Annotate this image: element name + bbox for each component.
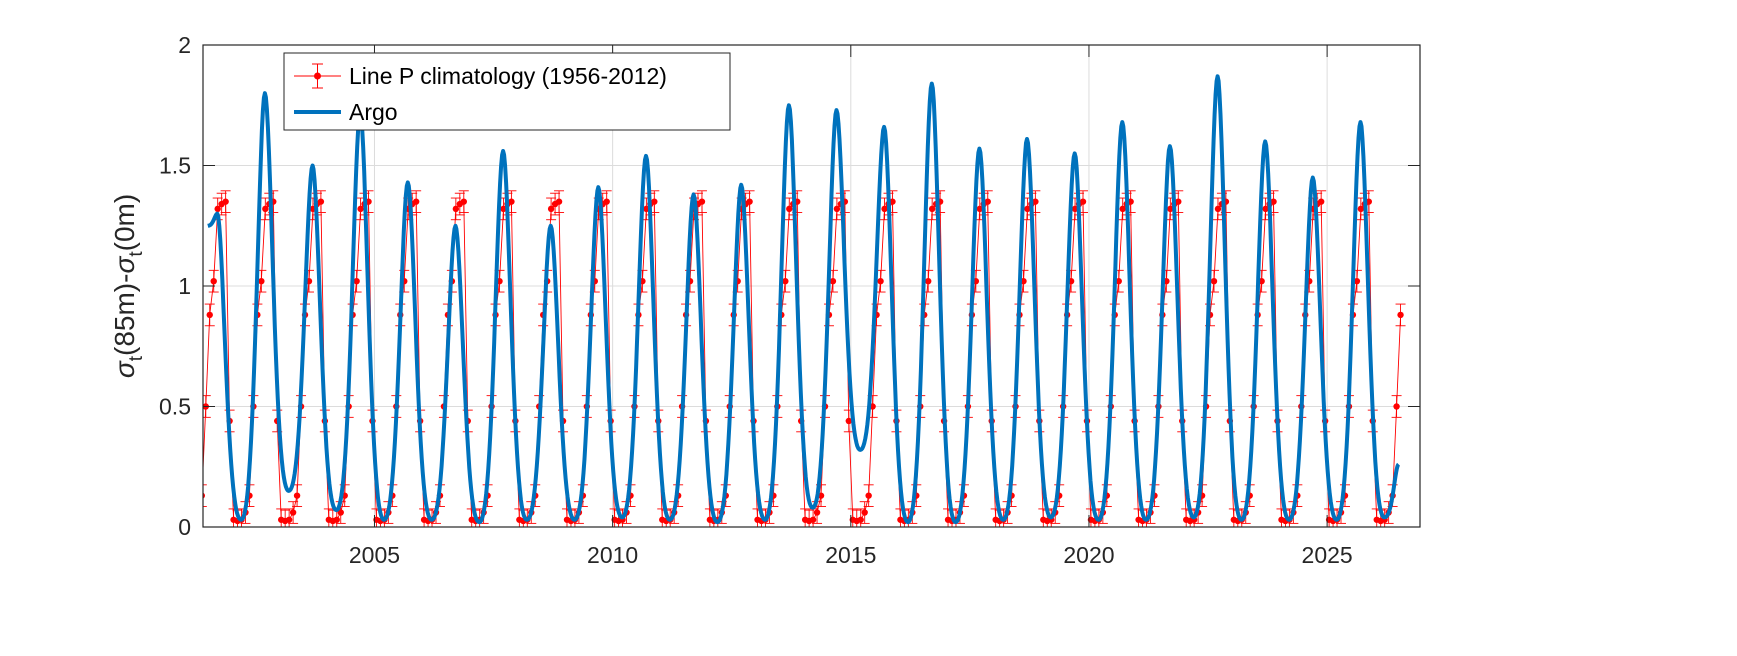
climatology-point [1175,198,1182,205]
legend: Line P climatology (1956-2012) Argo [283,52,731,131]
y-tick-label: 2 [178,32,191,58]
climatology-point [603,198,610,205]
climatology-point [210,277,217,285]
climatology-point [1270,198,1277,205]
climatology-point [214,205,221,213]
climatology-point [547,205,555,213]
climatology-point [829,277,837,285]
climatology-point [984,198,991,205]
climatology-point [786,205,793,213]
legend-box [283,52,731,131]
y-axis-label: σt(85m)-σt(0m) [109,194,147,378]
y-tick-labels: 0 0.5 1 1.5 2 [159,32,191,540]
climatology-point [206,311,213,319]
legend-label-line-p: Line P climatology (1956-2012) [349,63,667,89]
climatology-point [337,509,344,516]
climatology-point [881,205,888,213]
climatology-point [353,277,360,285]
climatology-point [976,205,984,213]
y-tick-label: 1.5 [159,153,191,179]
climatology-point [262,205,269,213]
climatology-point [698,198,706,205]
climatology-point [289,509,297,516]
climatology-point [746,198,753,205]
series-argo [206,74,1401,525]
climatology-point [857,516,864,523]
climatology-point [333,516,340,523]
climatology-point [924,277,932,285]
climatology-point [412,198,420,205]
climatology-point [500,205,507,213]
climatology-point [452,205,460,213]
climatology-point [809,516,817,523]
climatology-point [222,198,229,205]
climatology-point [651,198,658,205]
y-tick-label: 0.5 [159,394,191,420]
legend-swatch-line-p [294,63,341,89]
climatology-point [782,277,789,285]
x-tick-label: 2005 [349,542,400,568]
x-tick-label: 2025 [1302,542,1353,568]
climatology-point [865,492,872,499]
climatology-point [1032,198,1039,205]
climatology-point [1393,403,1400,410]
climatology-point [293,492,301,499]
climatology-point [1262,205,1269,213]
climatology-point [1214,205,1222,213]
climatology-point [877,277,884,285]
x-tick-label: 2015 [825,542,876,568]
y-tick-label: 0 [178,514,191,540]
legend-label-argo: Argo [349,99,398,125]
climatology-point [889,198,896,205]
x-tick-labels: 2005 2010 2015 2020 2025 [349,542,1353,568]
climatology-point [555,198,563,205]
climatology-point [508,198,515,205]
climatology-point [1119,205,1126,213]
climatology-point [317,198,325,205]
climatology-point [460,198,467,205]
climatology-point [258,277,265,285]
climatology-point [1397,311,1404,319]
x-tick-label: 2010 [587,542,638,568]
climatology-point [1024,205,1031,213]
climatology-point [357,205,364,213]
argo-line [206,74,1401,525]
climatology-point [833,205,841,213]
climatology-point [845,417,853,425]
climatology-point [813,509,821,516]
climatology-point [1167,205,1174,213]
plot-series [203,74,1406,527]
y-axis-label-text: σt(85m)-σt(0m) [109,194,147,378]
x-tick-label: 2020 [1063,542,1114,568]
axis-ticks [203,44,1420,528]
climatology-point [928,205,936,213]
climatology-point [1115,277,1122,285]
climatology-point [1210,277,1218,285]
climatology-point [1357,205,1365,213]
climatology-point [1317,198,1325,205]
climatology-point [861,509,868,516]
climatology-point [1353,277,1361,285]
climatology-point [1079,198,1087,205]
climatology-point [285,516,293,523]
y-tick-label: 1 [178,273,191,299]
